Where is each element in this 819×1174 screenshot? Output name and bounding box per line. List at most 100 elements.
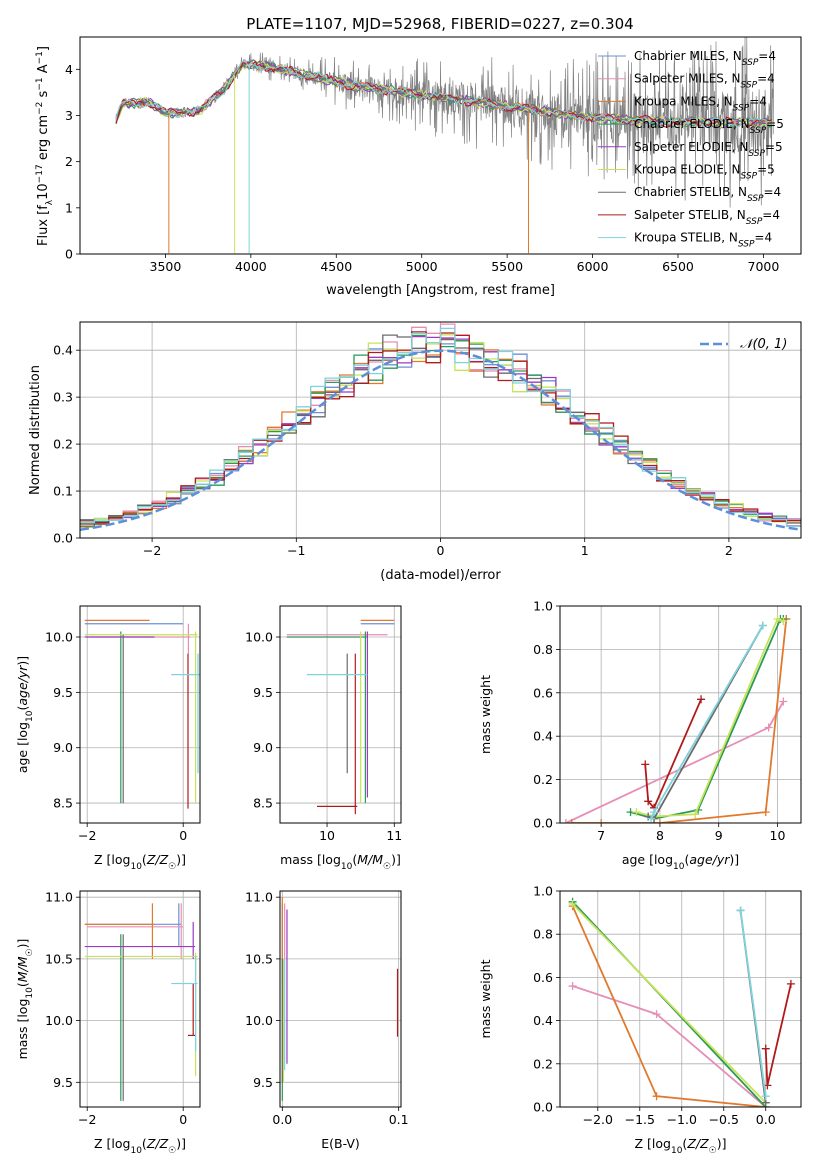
y-tick-label: 11.0 bbox=[245, 890, 273, 905]
label-part: mass [log bbox=[280, 852, 341, 867]
y-tick-label: 0.4 bbox=[533, 729, 553, 744]
y-tick-label: 0.8 bbox=[533, 642, 553, 657]
label-part: SSP bbox=[741, 81, 758, 91]
legend-entry: 𝒩(0, 1) bbox=[740, 337, 787, 352]
y-tick-label: 1 bbox=[65, 200, 73, 215]
weight-point-marker bbox=[567, 819, 576, 823]
label-part: =4 bbox=[758, 49, 776, 63]
weight-series-line bbox=[764, 983, 792, 1086]
axes-residuals: −2 −1 0 1 2 0.0 0.1 0.2 0.3 0.4 𝒩(0, 1) (data-model… bbox=[28, 321, 802, 583]
y-tick-label: 9.5 bbox=[53, 685, 73, 700]
spectrum-model-line bbox=[115, 60, 773, 129]
label-part: )] bbox=[176, 852, 186, 867]
x-tick-label: −1.0 bbox=[667, 1112, 697, 1127]
weight-series-line bbox=[571, 903, 767, 1104]
x-tick-label: −2 bbox=[143, 543, 161, 558]
y-tick-label: 10.0 bbox=[45, 630, 73, 645]
label-part: A bbox=[36, 64, 51, 77]
label-part: SSP bbox=[746, 217, 763, 227]
legend-entry: Salpeter MILES, NSSP=4 bbox=[634, 72, 775, 91]
x-tick-label: 2 bbox=[725, 543, 733, 558]
legend-entry: Kroupa MILES, NSSP=4 bbox=[634, 94, 767, 113]
axes-frame bbox=[79, 890, 201, 1108]
spectrum-model-line bbox=[115, 60, 773, 129]
x-tick-label: 0.0 bbox=[272, 1112, 292, 1127]
label-part: −17 bbox=[35, 164, 45, 183]
y-tick-label: 0.3 bbox=[53, 390, 73, 405]
weight-point-marker bbox=[568, 899, 577, 908]
weight-series-line bbox=[571, 618, 788, 823]
weight-point-marker bbox=[597, 819, 606, 823]
label-part: ☉ bbox=[168, 1146, 176, 1156]
label-part: =5 bbox=[765, 140, 783, 154]
label-part: 10 bbox=[25, 710, 35, 722]
label-part: M/M bbox=[15, 956, 30, 982]
y-tick-label: 0.1 bbox=[53, 484, 73, 499]
x-axis-label: wavelength [Angstrom, rest frame] bbox=[326, 283, 555, 298]
x-tick-label: 11 bbox=[386, 828, 402, 843]
y-tick-label: 3 bbox=[65, 108, 73, 123]
y-tick-label: 0 bbox=[65, 247, 73, 262]
label-part: )] bbox=[15, 939, 30, 949]
axes-frame bbox=[559, 605, 802, 824]
label-part: ( bbox=[684, 852, 689, 867]
x-tick-label: −1 bbox=[287, 543, 305, 558]
axes-mass_vs_Z: −2 09.510.010.511.0Z [log10(Z/Z☉)]mass [l… bbox=[15, 890, 201, 1156]
y-tick-label: 10.0 bbox=[245, 630, 273, 645]
y-tick-label: 2 bbox=[65, 154, 73, 169]
histograms bbox=[80, 323, 801, 532]
weight-point-marker bbox=[736, 906, 745, 915]
y-tick-label: 9.5 bbox=[53, 1075, 73, 1090]
label-part: =4 bbox=[757, 72, 775, 86]
weight-point-marker bbox=[652, 1092, 661, 1101]
label-part: SSP bbox=[738, 240, 755, 250]
y-tick-label: 10.0 bbox=[45, 1013, 73, 1028]
x-tick-label: 0 bbox=[179, 1112, 187, 1127]
label-part: )] bbox=[391, 852, 401, 867]
label-part: Kroupa ELODIE, N bbox=[634, 163, 741, 177]
weight-point-marker bbox=[691, 810, 700, 819]
label-part: −2 bbox=[35, 102, 45, 115]
label-part: ( bbox=[682, 1136, 687, 1151]
weight-point-marker bbox=[697, 695, 706, 704]
weight-point-marker bbox=[761, 1044, 770, 1053]
x-tick-label: 5500 bbox=[491, 259, 523, 274]
label-part: −1 bbox=[35, 77, 45, 90]
weight-series-line bbox=[644, 698, 702, 810]
histogram-series bbox=[80, 327, 801, 528]
legend-entry: Kroupa ELODIE, NSSP=5 bbox=[634, 163, 775, 182]
x-axis-label: Z [log10(Z/Z☉)] bbox=[94, 852, 186, 872]
weight-point-marker bbox=[644, 797, 653, 806]
y-tick-label: 9.0 bbox=[253, 740, 273, 755]
x-tick-label: 8 bbox=[656, 828, 664, 843]
x-tick-label: 4500 bbox=[320, 259, 352, 274]
label-part: =5 bbox=[757, 163, 775, 177]
axes-frame bbox=[79, 36, 802, 255]
weight-point-marker bbox=[761, 808, 770, 817]
x-tick-label: −2 bbox=[78, 828, 96, 843]
y-tick-label: 0.2 bbox=[53, 437, 73, 452]
x-tick-label: 6000 bbox=[577, 259, 609, 274]
errorbars bbox=[84, 619, 200, 809]
y-tick-label: 0.6 bbox=[533, 970, 553, 985]
y-tick-label: 4 bbox=[65, 62, 73, 77]
spectrum-model-line bbox=[115, 59, 773, 128]
weight-point-marker bbox=[761, 1092, 770, 1101]
x-tick-label: 6500 bbox=[662, 259, 694, 274]
x-axis-label: Z [log10(Z/Z☉)] bbox=[635, 1136, 727, 1156]
label-part: ( bbox=[142, 1136, 147, 1151]
x-tick-label: −1.5 bbox=[625, 1112, 655, 1127]
spectrum-model-line bbox=[115, 60, 773, 129]
y-tick-label: 9.5 bbox=[253, 1075, 273, 1090]
weight-point-marker bbox=[773, 615, 782, 624]
x-axis-label: E(B-V) bbox=[321, 1136, 360, 1151]
x-tick-label: −2 bbox=[78, 1112, 96, 1127]
label-part: Kroupa MILES, N bbox=[634, 94, 733, 108]
label-part: 10 bbox=[130, 862, 142, 872]
label-part: age [log bbox=[15, 722, 30, 773]
legend-entry: Chabrier ELODIE, NSSP=5 bbox=[634, 117, 784, 136]
legend-entry: Chabrier STELIB, NSSP=4 bbox=[634, 185, 781, 204]
axes-weight_vs_Z: −2.0 −1.5 −1.0 −0.5 0.0 0.0 0.2 0.4 0.6 0.8 1.0 Z [… bbox=[478, 884, 802, 1156]
